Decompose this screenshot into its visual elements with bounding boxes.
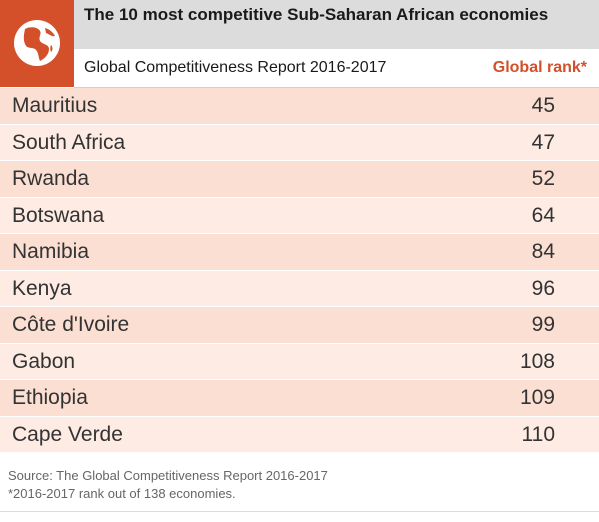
country-name: South Africa bbox=[12, 130, 126, 154]
country-name: Namibia bbox=[12, 240, 90, 263]
global-rank-value: 108 bbox=[519, 349, 555, 373]
global-rank-value: 47 bbox=[531, 130, 555, 154]
chart-subtitle: Global Competitiveness Report 2016-2017 bbox=[84, 59, 387, 76]
country-name: Ethiopia bbox=[12, 386, 88, 409]
country-name: Mauritius bbox=[12, 94, 98, 117]
source-note: Source: The Global Competitiveness Repor… bbox=[8, 468, 328, 483]
table-row: Cape Verde 110 bbox=[0, 416, 599, 453]
country-name: Rwanda bbox=[12, 167, 90, 190]
country-name: Cape Verde bbox=[12, 422, 123, 446]
global-rank-value: 110 bbox=[521, 422, 555, 446]
table-row: Kenya 96 bbox=[0, 270, 599, 307]
logo-panel bbox=[0, 0, 74, 87]
chart-title: The 10 most competitive Sub-Saharan Afri… bbox=[84, 5, 549, 24]
subtitle-bar: Global Competitiveness Report 2016-2017 … bbox=[74, 49, 599, 88]
global-rank-value: 99 bbox=[531, 313, 555, 336]
title-bar: The 10 most competitive Sub-Saharan Afri… bbox=[74, 0, 599, 49]
table-row: Botswana 64 bbox=[0, 197, 599, 234]
country-name: Kenya bbox=[12, 276, 72, 300]
footnote: *2016-2017 rank out of 138 economies. bbox=[8, 486, 236, 501]
table-row: South Africa 47 bbox=[0, 124, 599, 161]
country-name: Botswana bbox=[12, 203, 105, 227]
footer: Source: The Global Competitiveness Repor… bbox=[8, 467, 328, 503]
global-rank-value: 96 bbox=[531, 276, 555, 300]
table-row: Ethiopia 109 bbox=[0, 380, 599, 417]
table-row: Côte d'Ivoire 99 bbox=[0, 307, 599, 344]
table-row: Namibia 84 bbox=[0, 234, 599, 271]
table-row: Rwanda 52 bbox=[0, 161, 599, 198]
bottom-divider bbox=[0, 511, 599, 512]
country-name: Côte d'Ivoire bbox=[12, 313, 130, 336]
global-rank-value: 52 bbox=[531, 167, 555, 190]
country-name: Gabon bbox=[12, 349, 76, 373]
rank-column-header: Global rank* bbox=[492, 59, 587, 76]
table-row: Gabon 108 bbox=[0, 343, 599, 380]
table-body: Mauritius 45 South Africa 47 Rwanda 52 Botswan… bbox=[0, 88, 599, 453]
global-rank-value: 109 bbox=[519, 386, 555, 409]
globe-icon bbox=[14, 20, 60, 66]
global-rank-value: 64 bbox=[531, 203, 555, 227]
table-row: Mauritius 45 bbox=[0, 88, 599, 125]
global-rank-value: 84 bbox=[531, 240, 555, 263]
global-rank-value: 45 bbox=[531, 94, 555, 117]
